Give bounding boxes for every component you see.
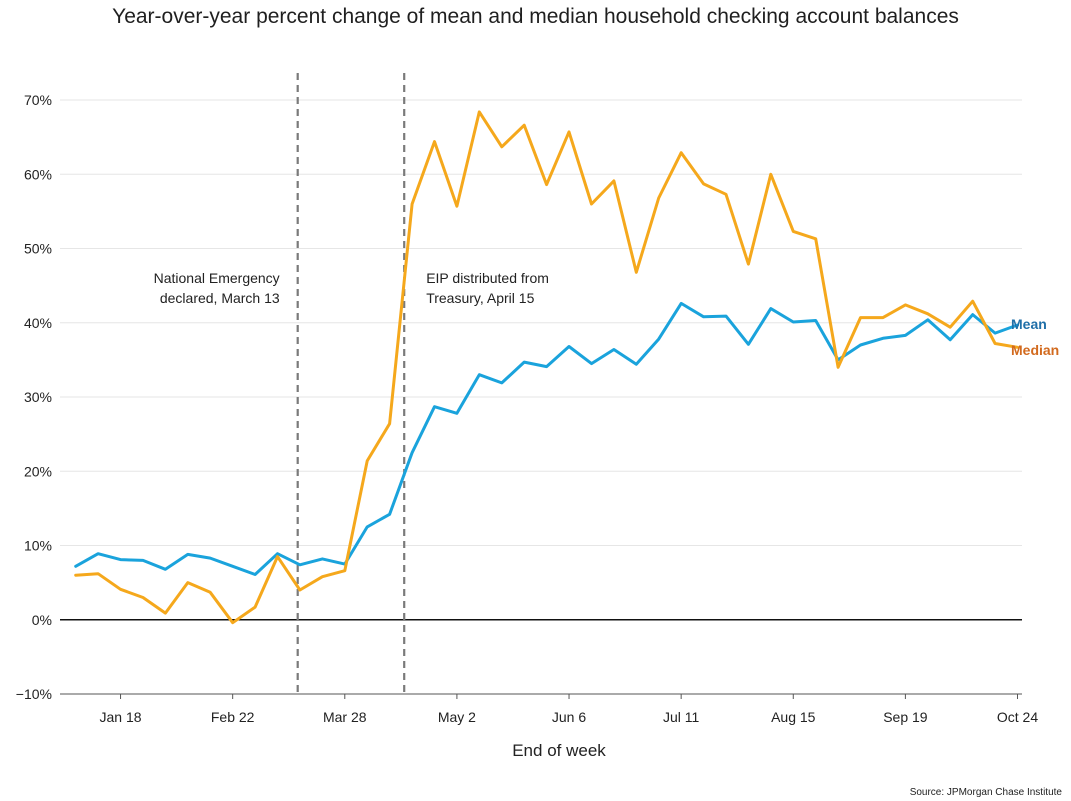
- legend: Mean Median: [1011, 316, 1059, 358]
- series-lines: [74, 110, 1019, 625]
- source-note: Source: JPMorgan Chase Institute: [910, 787, 1063, 798]
- annotation-text: declared, March 13: [160, 290, 280, 306]
- x-tick-label: Jul 11: [663, 709, 700, 725]
- y-tick-label: 10%: [24, 538, 52, 554]
- y-tick-label: 70%: [24, 92, 52, 108]
- y-tick-label: −10%: [16, 686, 52, 702]
- y-tick-label: 20%: [24, 463, 52, 479]
- chart-title: Year-over-year percent change of mean an…: [112, 5, 959, 28]
- x-tick-label: Feb 22: [211, 709, 255, 725]
- y-tick-label: 30%: [24, 389, 52, 405]
- grid-lines: [60, 99, 1022, 695]
- x-tick-label: Jan 18: [100, 709, 142, 725]
- x-axis-label: End of week: [512, 741, 606, 760]
- annotation-text: National Emergency: [154, 270, 280, 286]
- annotation-text: EIP distributed from: [426, 270, 549, 286]
- y-tick-label: 0%: [32, 612, 52, 628]
- legend-label-median: Median: [1011, 342, 1059, 358]
- annotations: National Emergency declared, March 13 EIP …: [154, 73, 549, 694]
- axes: −10% 0% 10% 20% 30% 40% 50% 60% 70% Jan 18 Feb 22 M…: [16, 92, 1039, 725]
- annotation-text: Treasury, April 15: [426, 290, 534, 306]
- y-tick-label: 50%: [24, 241, 52, 257]
- series-line-median: [74, 110, 1019, 625]
- series-line-mean: [74, 301, 1019, 576]
- x-tick-label: May 2: [438, 709, 476, 725]
- x-tick-label: Oct 24: [997, 709, 1038, 725]
- x-tick-label: Aug 15: [771, 709, 816, 725]
- y-tick-label: 60%: [24, 166, 52, 182]
- x-tick-label: Sep 19: [883, 709, 928, 725]
- y-tick-label: 40%: [24, 315, 52, 331]
- legend-label-mean: Mean: [1011, 316, 1047, 332]
- x-tick-label: Mar 28: [323, 709, 367, 725]
- x-tick-label: Jun 6: [552, 709, 586, 725]
